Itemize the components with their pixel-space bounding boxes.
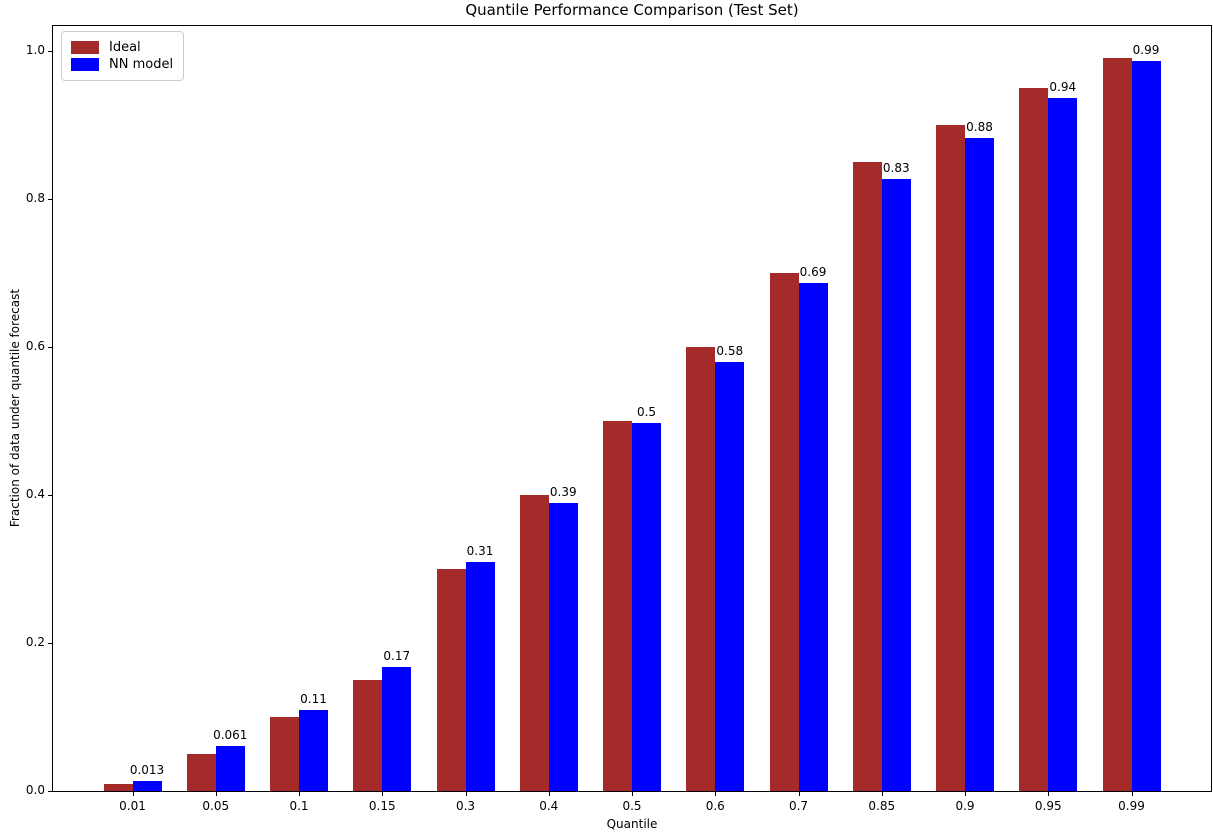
x-tick-mark bbox=[548, 792, 550, 796]
x-tick-label: 0.3 bbox=[455, 799, 476, 813]
bar-value-label: 0.99 bbox=[1132, 43, 1160, 57]
chart-title: Quantile Performance Comparison (Test Se… bbox=[465, 1, 799, 19]
x-tick-mark bbox=[382, 792, 384, 796]
bar-value-label: 0.83 bbox=[882, 161, 910, 175]
x-tick-mark bbox=[299, 792, 300, 796]
bar-ideal bbox=[186, 754, 216, 791]
y-tick-mark bbox=[48, 51, 52, 52]
bar-nn-model bbox=[965, 138, 994, 791]
bar-value-label: 0.88 bbox=[966, 120, 993, 134]
x-tick-label: 0.9 bbox=[955, 799, 975, 813]
bar-nn-model bbox=[632, 423, 661, 791]
y-tick-label: 1.0 bbox=[25, 43, 45, 57]
x-tick-label: 0.01 bbox=[119, 799, 146, 813]
legend-swatch-ideal bbox=[71, 41, 99, 54]
bar-value-label: 0.11 bbox=[300, 692, 327, 706]
bar-ideal bbox=[103, 784, 133, 791]
bar-nn-model bbox=[465, 562, 495, 791]
bar-nn-model bbox=[881, 179, 911, 791]
bar-nn-model bbox=[1048, 98, 1078, 791]
x-tick-mark bbox=[1048, 792, 1050, 796]
legend-item-nn-model: NN model bbox=[71, 57, 173, 72]
x-tick-label: 0.15 bbox=[368, 799, 396, 813]
y-tick-mark bbox=[48, 199, 52, 200]
bar-ideal bbox=[852, 162, 882, 791]
bar-ideal bbox=[603, 421, 632, 791]
x-tick-label: 0.05 bbox=[202, 799, 230, 813]
bar-ideal bbox=[769, 273, 799, 791]
bar-value-label: 0.69 bbox=[799, 265, 827, 279]
bar-nn-model bbox=[215, 746, 245, 791]
x-tick-label: 0.4 bbox=[539, 799, 559, 813]
y-tick-label: 0.4 bbox=[25, 487, 45, 501]
bar-ideal bbox=[686, 347, 716, 791]
bar-ideal bbox=[436, 569, 466, 791]
y-tick-label: 0.8 bbox=[25, 191, 45, 205]
x-tick-label: 0.6 bbox=[705, 799, 725, 813]
bar-ideal bbox=[1102, 58, 1132, 791]
y-tick-mark bbox=[48, 791, 52, 792]
legend-label: NN model bbox=[109, 57, 174, 72]
x-tick-mark bbox=[1131, 792, 1133, 796]
x-tick-mark bbox=[798, 792, 800, 796]
bar-nn-model bbox=[132, 781, 162, 791]
x-tick-label: 0.1 bbox=[289, 799, 309, 813]
bar-nn-model bbox=[798, 283, 828, 791]
bar-value-label: 0.061 bbox=[213, 728, 248, 742]
bar-nn-model bbox=[548, 503, 578, 791]
x-tick-label: 0.7 bbox=[788, 799, 809, 813]
x-tick-mark bbox=[715, 792, 717, 796]
y-tick-mark bbox=[48, 495, 52, 496]
legend-swatch-nn-model bbox=[71, 58, 99, 71]
legend: Ideal NN model bbox=[61, 31, 185, 81]
bar-nn-model bbox=[1131, 61, 1161, 791]
x-tick-label: 0.85 bbox=[868, 799, 896, 813]
x-axis-label: Quantile bbox=[606, 817, 658, 831]
legend-item-ideal: Ideal bbox=[71, 40, 173, 55]
x-tick-label: 0.99 bbox=[1118, 799, 1145, 813]
x-tick-mark bbox=[132, 792, 134, 796]
bar-ideal bbox=[519, 495, 549, 791]
bar-nn-model bbox=[715, 362, 745, 791]
bar-ideal bbox=[1019, 88, 1049, 791]
y-tick-label: 0.2 bbox=[25, 635, 45, 649]
x-tick-mark bbox=[215, 792, 217, 796]
bar-nn-model bbox=[382, 667, 412, 791]
bar-value-label: 0.58 bbox=[716, 344, 744, 358]
y-tick-label: 0.6 bbox=[25, 339, 45, 353]
plot-area: 0.013 0.061 0.11 0.17 0.31 0.39 0.5 0.58 0.69 0.8… bbox=[26, 25, 1212, 813]
x-tick-mark bbox=[965, 792, 966, 796]
x-tick-mark bbox=[465, 792, 467, 796]
bar-ideal bbox=[270, 717, 299, 791]
x-tick-label: 0.95 bbox=[1034, 799, 1062, 813]
bar-nn-model bbox=[299, 710, 328, 791]
bar-value-label: 0.013 bbox=[129, 763, 165, 777]
bar-value-label: 0.39 bbox=[549, 485, 577, 499]
bar-value-label: 0.5 bbox=[636, 405, 657, 419]
y-tick-mark bbox=[48, 643, 52, 644]
bar-ideal bbox=[936, 125, 965, 791]
bar-ideal bbox=[353, 680, 383, 791]
y-tick-label: 0.0 bbox=[25, 783, 45, 797]
x-tick-mark bbox=[881, 792, 883, 796]
x-tick-label: 0.5 bbox=[622, 799, 642, 813]
x-tick-mark bbox=[632, 792, 633, 796]
legend-label: Ideal bbox=[109, 40, 141, 55]
bar-value-label: 0.17 bbox=[383, 649, 411, 663]
bar-value-label: 0.94 bbox=[1049, 80, 1077, 94]
bar-value-label: 0.31 bbox=[466, 544, 494, 558]
y-tick-mark bbox=[48, 347, 52, 348]
